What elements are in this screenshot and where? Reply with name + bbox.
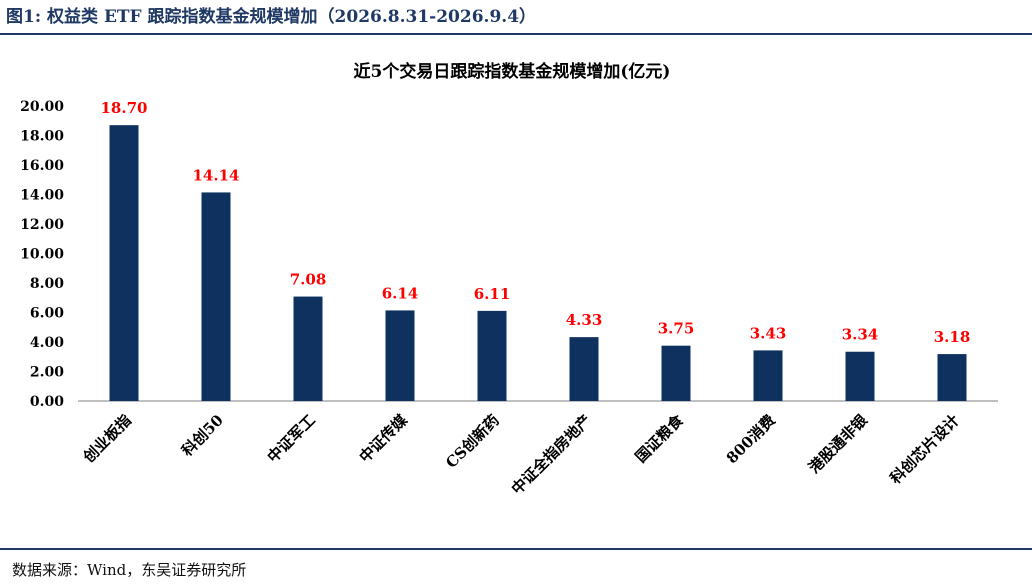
y-tick-label: 14.00	[20, 188, 64, 204]
source-note: 数据来源：Wind，东吴证券研究所	[12, 561, 247, 579]
y-tick-label: 6.00	[30, 306, 64, 322]
y-tick-label: 8.00	[30, 276, 64, 292]
bar	[845, 351, 875, 401]
bottom-rule	[0, 548, 1032, 550]
data-label: 3.43	[750, 324, 787, 342]
y-tick-label: 4.00	[30, 335, 64, 351]
x-tick-label: 800消费	[723, 411, 779, 467]
x-axis: 创业板指 科创50 中证军工 中证传媒 CS创新药 中证全指房地产 国证粮食 800消费 港股通…	[78, 400, 998, 498]
bar	[293, 296, 323, 401]
data-label: 18.70	[101, 99, 148, 117]
bar	[661, 345, 691, 401]
y-tick-label: 20.00	[20, 99, 64, 115]
x-tick-label: 科创芯片设计	[886, 411, 962, 487]
bar	[477, 310, 507, 401]
bar-chart: 近5个交易日跟踪指数基金规模增加(亿元) 0.00 2.00 4.00 6.00 8.0…	[20, 61, 998, 498]
x-tick-label: 科创50	[178, 411, 227, 460]
bar	[569, 337, 599, 401]
bar	[109, 125, 139, 402]
bar	[753, 350, 783, 401]
chart-title: 近5个交易日跟踪指数基金规模增加(亿元)	[354, 61, 671, 82]
y-tick-label: 16.00	[20, 158, 64, 174]
bar	[201, 192, 231, 401]
data-label: 6.14	[382, 284, 419, 302]
x-tick-label: 中证军工	[264, 411, 319, 466]
data-labels: 18.70 14.14 7.08 6.14 6.11 4.33 3.75 3.43 3.34 3.…	[101, 99, 971, 346]
x-tick-label: CS创新药	[442, 411, 503, 472]
x-tick-label: 创业板指	[79, 411, 135, 467]
data-label: 3.18	[934, 328, 971, 346]
data-label: 7.08	[290, 271, 327, 289]
x-tick-label: 中证传媒	[356, 410, 412, 466]
bar	[937, 354, 967, 401]
y-tick-label: 2.00	[30, 365, 64, 381]
x-tick-label: 国证粮食	[632, 410, 688, 466]
y-axis: 0.00 2.00 4.00 6.00 8.00 10.00 12.00 14.00 16.00…	[20, 99, 64, 410]
bars	[109, 125, 967, 402]
figure-title: 图1: 权益类 ETF 跟踪指数基金规模增加（2026.8.31-2026.9.…	[6, 7, 537, 27]
y-tick-label: 10.00	[20, 247, 64, 263]
y-tick-label: 18.00	[20, 129, 64, 145]
data-label: 3.75	[658, 320, 695, 338]
y-tick-label: 0.00	[30, 394, 64, 410]
bar	[385, 310, 415, 401]
x-tick-label: 中证全指房地产	[508, 411, 595, 498]
y-tick-label: 12.00	[20, 217, 64, 233]
data-label: 6.11	[474, 285, 511, 303]
data-label: 14.14	[193, 166, 240, 184]
data-label: 4.33	[566, 311, 603, 329]
data-label: 3.34	[842, 326, 879, 344]
x-tick-label: 港股通非银	[805, 410, 871, 476]
top-rule	[0, 33, 1032, 35]
